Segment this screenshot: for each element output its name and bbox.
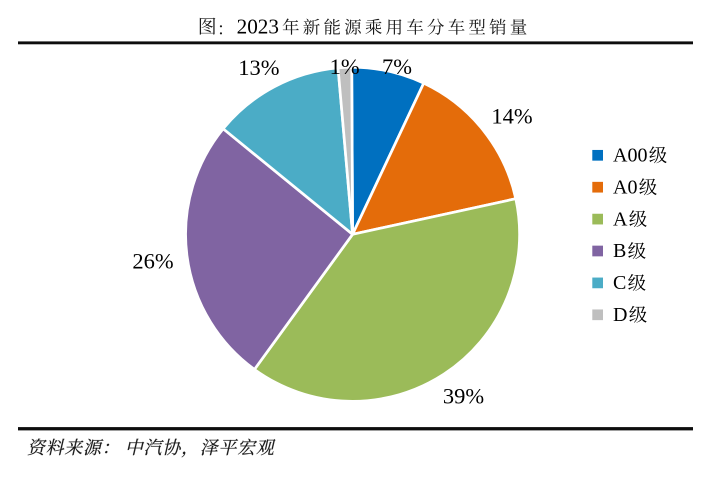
- svg-text:7%: 7%: [382, 54, 412, 79]
- svg-text:2023: 2023: [237, 15, 279, 39]
- svg-text:A00: A00: [613, 145, 647, 167]
- svg-text:D: D: [613, 304, 627, 326]
- svg-text:C: C: [613, 272, 626, 294]
- svg-text:39%: 39%: [443, 383, 484, 408]
- svg-text:14%: 14%: [491, 103, 532, 128]
- svg-text:13%: 13%: [238, 55, 279, 80]
- svg-text:1%: 1%: [330, 54, 360, 79]
- svg-text:B: B: [613, 240, 626, 262]
- svg-text:A: A: [613, 208, 628, 230]
- svg-text:26%: 26%: [132, 248, 173, 273]
- svg-text:A0: A0: [613, 176, 637, 198]
